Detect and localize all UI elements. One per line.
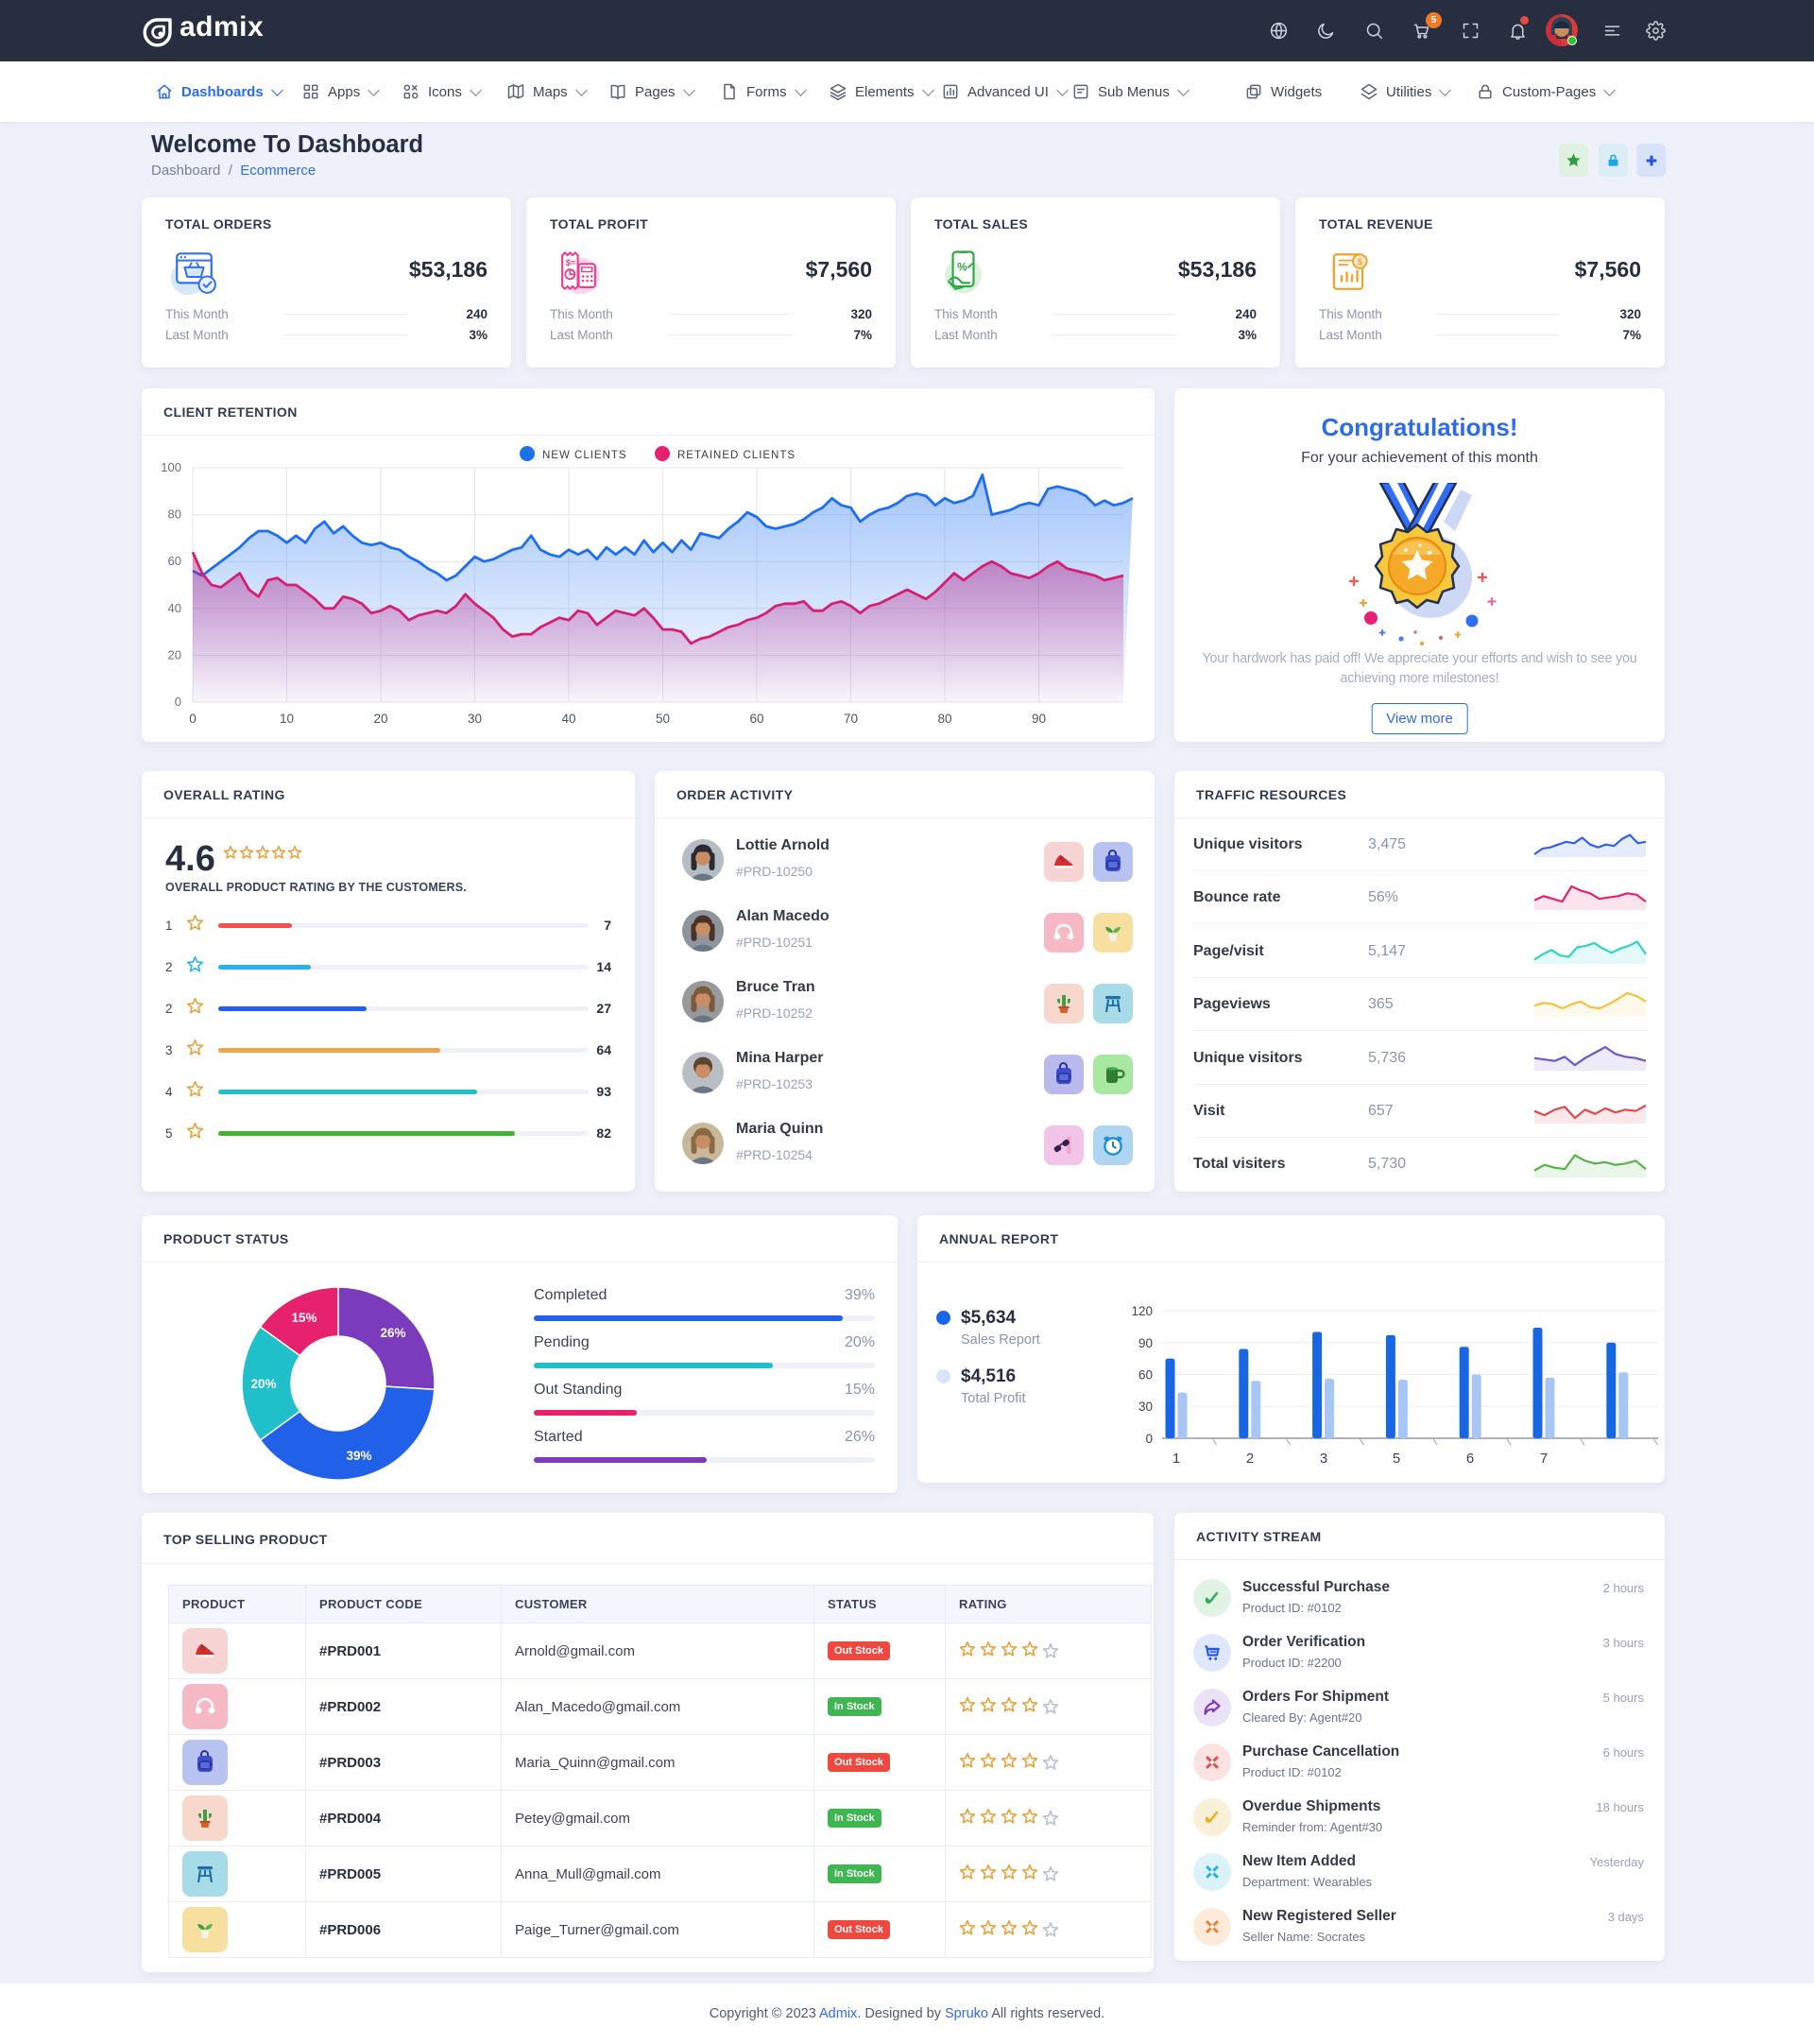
svg-text:RETAINED CLIENTS: RETAINED CLIENTS [677,450,796,461]
svg-text:%: % [957,261,967,274]
svg-text:39%: 39% [346,1449,371,1463]
svg-text:5: 5 [1393,1451,1400,1467]
svg-text:20%: 20% [250,1377,276,1391]
svg-text:15%: 15% [291,1311,317,1325]
svg-text:1: 1 [1172,1451,1180,1467]
svg-text:7: 7 [1540,1451,1548,1467]
svg-text:80: 80 [168,507,181,522]
svg-text:10: 10 [280,712,294,726]
svg-text:60: 60 [749,712,763,726]
svg-text:60: 60 [168,554,181,568]
svg-text:100: 100 [161,460,181,474]
svg-text:40: 40 [168,601,181,615]
svg-text:20: 20 [373,712,387,726]
svg-text:90: 90 [1032,712,1046,726]
svg-text:20: 20 [168,647,181,661]
svg-text:30: 30 [1138,1400,1153,1414]
svg-text:0: 0 [175,695,181,709]
svg-text:26%: 26% [380,1326,405,1340]
svg-text:50: 50 [656,712,670,726]
svg-text:70: 70 [844,712,858,726]
svg-text:0: 0 [1145,1432,1153,1446]
svg-text:90: 90 [1138,1336,1153,1350]
svg-text:$=: $= [566,258,575,267]
svg-text:3: 3 [1320,1451,1327,1467]
svg-text:6: 6 [1466,1451,1474,1467]
svg-text:30: 30 [468,712,482,726]
svg-text:0: 0 [189,712,197,726]
svg-text:60: 60 [1138,1368,1153,1383]
svg-text:40: 40 [561,712,575,726]
svg-text:80: 80 [937,712,951,726]
svg-text:NEW CLIENTS: NEW CLIENTS [542,450,627,461]
svg-text:120: 120 [1131,1304,1153,1318]
svg-text:2: 2 [1246,1451,1254,1467]
svg-text:$: $ [1358,258,1363,268]
